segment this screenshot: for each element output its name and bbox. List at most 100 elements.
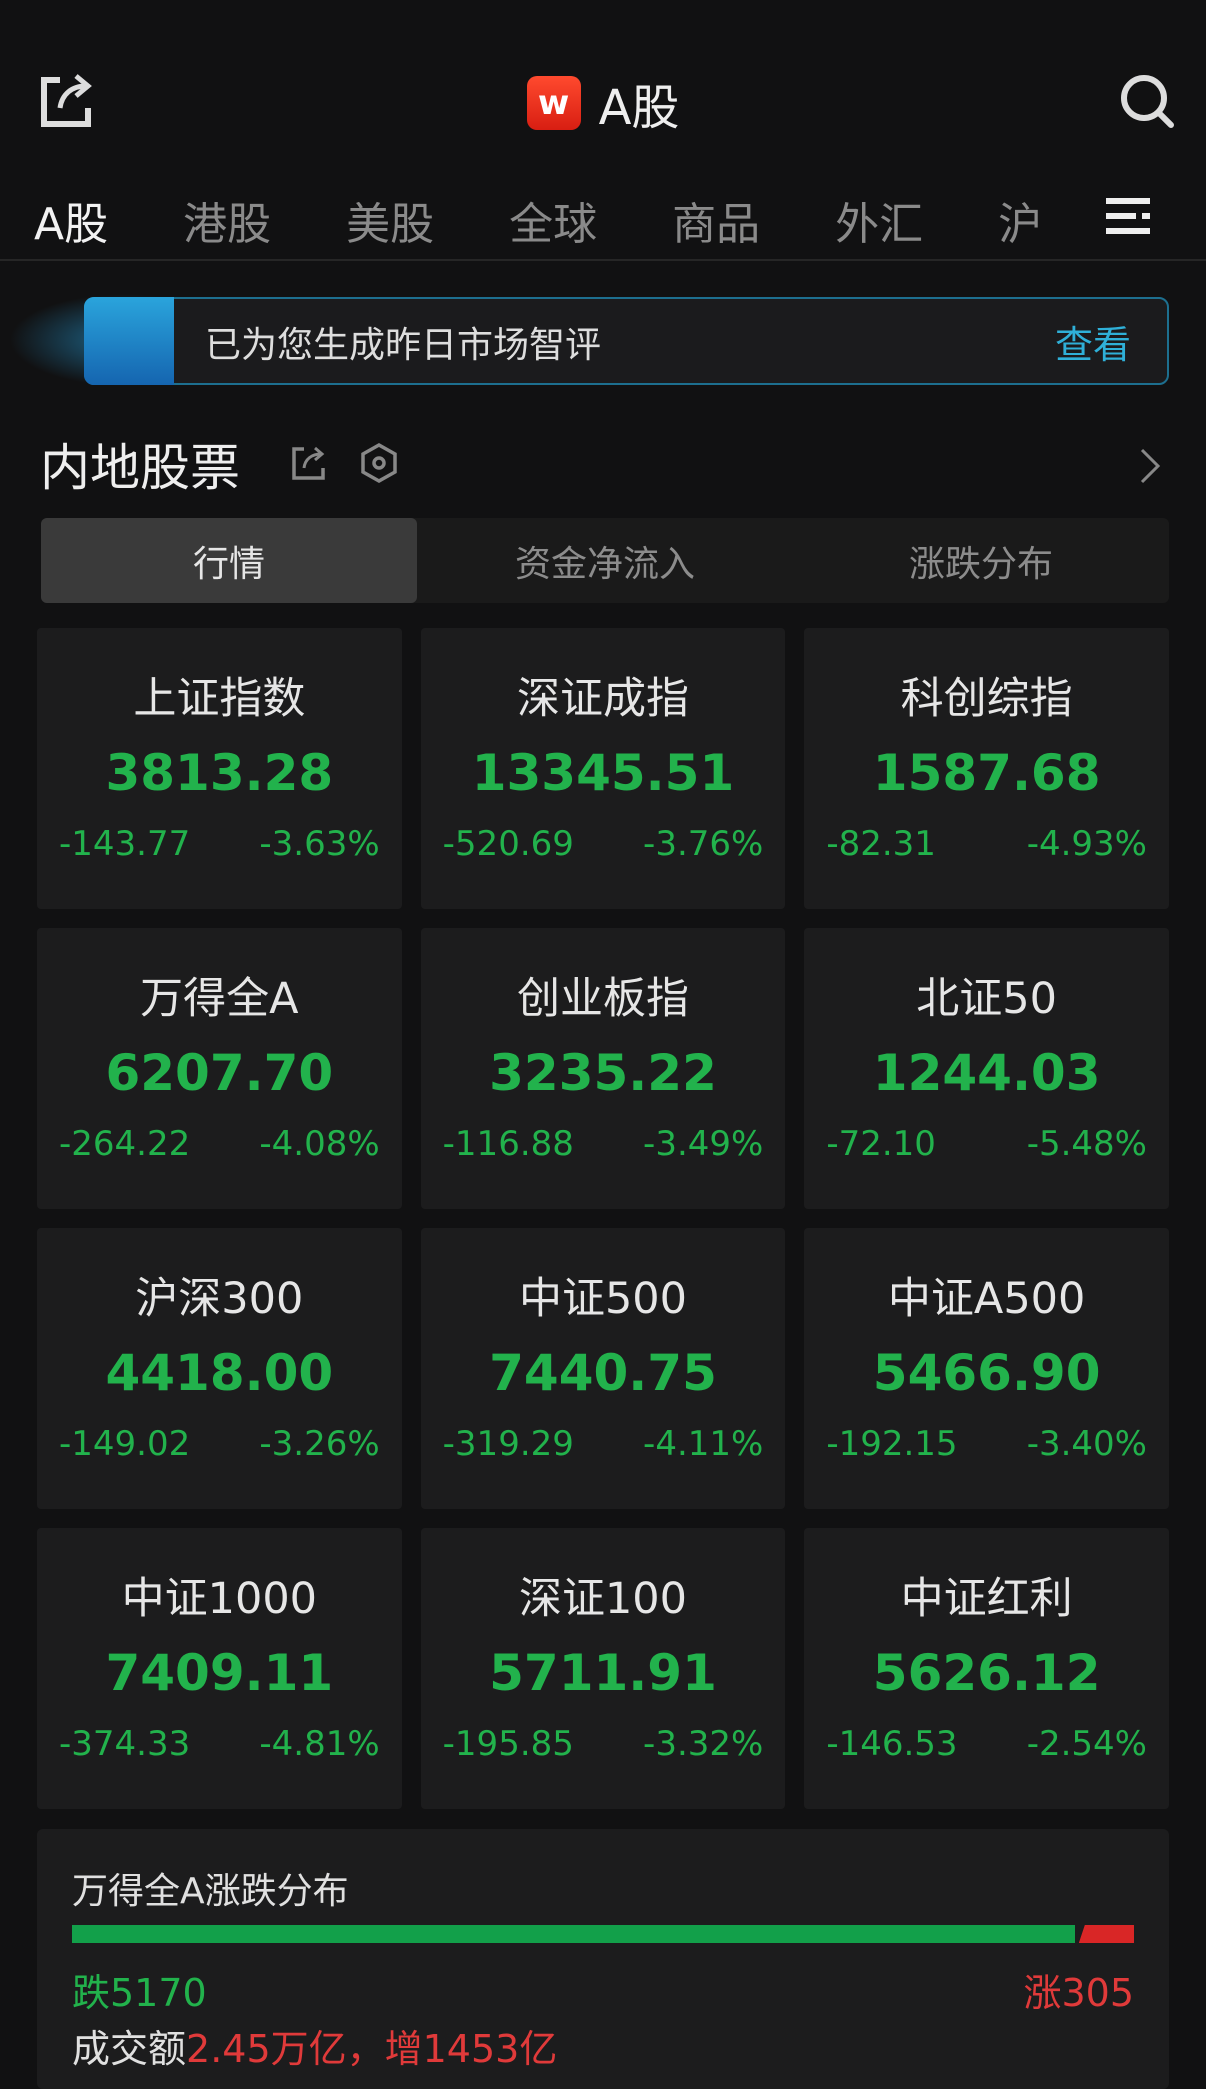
index-change-pct: -4.93%	[1026, 824, 1147, 864]
turnover-value: 2.45万亿，增1453亿	[186, 2027, 558, 2071]
divider	[0, 259, 1206, 261]
index-value: 3235.22	[489, 1044, 717, 1102]
tab-forex[interactable]: 外汇	[835, 199, 924, 250]
market-tabs: A股 港股 美股 全球 商品 外汇 沪	[0, 180, 1090, 260]
app-logo: w	[526, 76, 581, 130]
index-change-row: -520.69 -3.76%	[443, 824, 764, 864]
up-bar	[1078, 1925, 1134, 1943]
distribution-card[interactable]	[37, 1829, 1169, 2089]
index-change-pct: -3.76%	[643, 824, 764, 864]
segment-net-inflow[interactable]: 资金净流入	[514, 543, 695, 585]
index-change-pct: -4.11%	[643, 1424, 764, 1464]
index-card[interactable]: 上证指数 3813.28 -143.77 -3.63%	[37, 628, 402, 909]
index-change-row: -72.10 -5.48%	[826, 1124, 1147, 1164]
index-value: 6207.70	[105, 1044, 334, 1102]
index-change-row: -319.29 -4.11%	[443, 1424, 764, 1464]
index-card[interactable]: 北证50 1244.03 -72.10 -5.48%	[804, 928, 1169, 1209]
index-change: -149.02	[59, 1424, 191, 1464]
index-change-row: -264.22 -4.08%	[59, 1124, 380, 1164]
down-count: 跌5170	[72, 1971, 207, 2015]
index-change-pct: -5.48%	[1026, 1124, 1147, 1164]
index-card[interactable]: 中证1000 7409.11 -374.33 -4.81%	[37, 1528, 402, 1809]
banner-view-button[interactable]: 查看	[1055, 323, 1132, 367]
index-change-row: -192.15 -3.40%	[826, 1424, 1147, 1464]
turnover-label: 成交额	[72, 2027, 187, 2071]
index-change-row: -149.02 -3.26%	[59, 1424, 380, 1464]
index-value: 7440.75	[489, 1344, 717, 1402]
tab-commodities[interactable]: 商品	[672, 199, 761, 250]
segment-quotes[interactable]: 行情	[41, 518, 417, 603]
index-grid: 上证指数 3813.28 -143.77 -3.63% 深证成指 13345.51 …	[37, 628, 1169, 1809]
banner-icon-block	[84, 297, 174, 385]
index-change-pct: -4.81%	[259, 1724, 380, 1764]
page-title: w A股	[0, 68, 1206, 138]
tab-us[interactable]: 美股	[346, 199, 435, 250]
settings-icon[interactable]	[358, 442, 400, 484]
distribution-title: 万得全A涨跌分布	[72, 1871, 349, 1912]
segmented-control: 行情 资金净流入 涨跌分布	[41, 518, 1169, 603]
index-change-pct: -3.40%	[1026, 1424, 1147, 1464]
index-name: 北证50	[916, 974, 1058, 1024]
index-value: 1244.03	[872, 1044, 1101, 1102]
index-change: -319.29	[442, 1424, 574, 1464]
index-value: 7409.11	[105, 1644, 334, 1702]
index-change-row: -143.77 -3.63%	[59, 824, 380, 864]
share-icon[interactable]	[38, 72, 96, 130]
index-change-pct: -3.49%	[643, 1124, 764, 1164]
index-name: 中证红利	[900, 1574, 1073, 1624]
index-change-row: -146.53 -2.54%	[826, 1724, 1147, 1764]
index-value: 4418.00	[105, 1344, 334, 1402]
chevron-right-icon[interactable]	[1138, 446, 1162, 486]
index-change-pct: -2.54%	[1026, 1724, 1147, 1764]
index-name: 中证500	[518, 1274, 688, 1324]
index-card[interactable]: 中证红利 5626.12 -146.53 -2.54%	[804, 1528, 1169, 1809]
turnover: 成交额2.45万亿，增1453亿	[72, 2018, 557, 2073]
index-change-pct: -3.26%	[259, 1424, 380, 1464]
index-card[interactable]: 中证A500 5466.90 -192.15 -3.40%	[804, 1228, 1169, 1509]
index-value: 5711.91	[489, 1644, 717, 1702]
index-change: -72.10	[826, 1124, 936, 1164]
index-change: -116.88	[442, 1124, 574, 1164]
down-bar	[72, 1925, 1075, 1943]
index-value: 1587.68	[872, 744, 1101, 802]
tab-list: A股 港股 美股 全球 商品 外汇 沪	[0, 180, 1090, 260]
index-change: -192.15	[826, 1424, 958, 1464]
banner-text: 已为您生成昨日市场智评	[205, 325, 602, 366]
index-change: -195.85	[442, 1724, 574, 1764]
index-card[interactable]: 中证500 7440.75 -319.29 -4.11%	[420, 1228, 786, 1509]
index-name: 万得全A	[140, 974, 299, 1024]
index-card[interactable]: 沪深300 4418.00 -149.02 -3.26%	[37, 1228, 402, 1509]
top-bar: w A股	[0, 60, 1206, 140]
segment-distribution[interactable]: 涨跌分布	[908, 543, 1053, 585]
index-change-row: -82.31 -4.93%	[826, 824, 1147, 864]
index-change: -520.69	[442, 824, 574, 864]
index-value: 13345.51	[471, 744, 735, 802]
index-card[interactable]: 万得全A 6207.70 -264.22 -4.08%	[37, 928, 402, 1209]
search-icon[interactable]	[1118, 72, 1176, 130]
index-change-pct: -3.63%	[259, 824, 380, 864]
index-name: 科创综指	[900, 674, 1073, 724]
index-card[interactable]: 科创综指 1587.68 -82.31 -4.93%	[804, 628, 1169, 909]
title-text: A股	[598, 80, 680, 136]
share-icon[interactable]	[290, 444, 328, 482]
tab-global[interactable]: 全球	[509, 199, 598, 250]
tab-a-shares[interactable]: A股	[34, 188, 108, 252]
index-change-pct: -4.08%	[259, 1124, 380, 1164]
index-name: 上证指数	[133, 674, 306, 724]
index-change-row: -116.88 -3.49%	[443, 1124, 764, 1164]
index-value: 3813.28	[105, 744, 334, 802]
index-name: 中证A500	[887, 1274, 1086, 1324]
index-card[interactable]: 创业板指 3235.22 -116.88 -3.49%	[420, 928, 786, 1209]
index-change-row: -374.33 -4.81%	[59, 1724, 380, 1764]
index-card[interactable]: 深证100 5711.91 -195.85 -3.32%	[420, 1528, 786, 1809]
index-name: 沪深300	[135, 1274, 304, 1324]
menu-icon[interactable]	[1106, 196, 1150, 236]
section-title: 内地股票	[40, 439, 240, 497]
index-change-row: -195.85 -3.32%	[443, 1724, 764, 1764]
index-name: 深证成指	[516, 674, 689, 724]
tab-more[interactable]: 沪	[998, 199, 1043, 250]
tab-hk[interactable]: 港股	[183, 199, 272, 250]
ai-review-banner[interactable]	[84, 297, 1169, 385]
index-card[interactable]: 深证成指 13345.51 -520.69 -3.76%	[420, 628, 786, 909]
index-change: -264.22	[59, 1124, 191, 1164]
